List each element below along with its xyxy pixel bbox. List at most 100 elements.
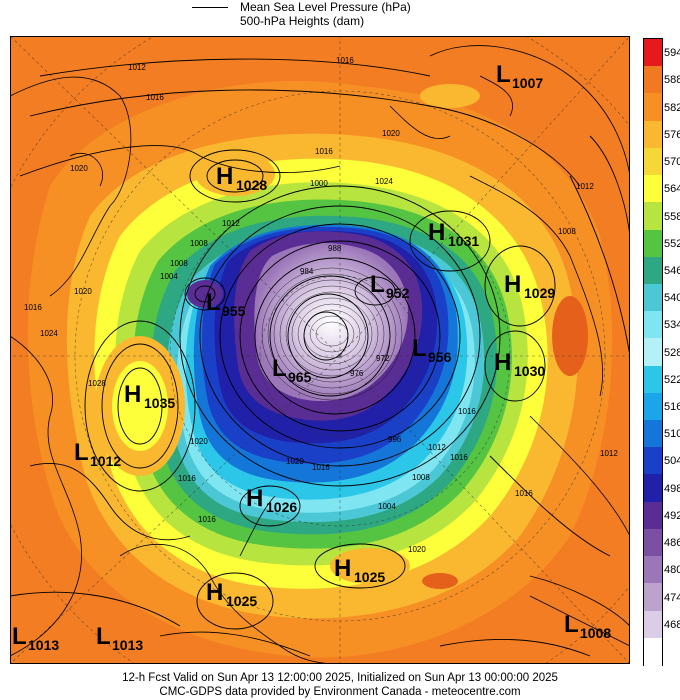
colorbar-cell: [644, 311, 662, 340]
isobar-label: 1012: [222, 219, 240, 228]
colorbar-cell: [644, 392, 662, 421]
colorbar-tick-label: 576: [664, 128, 680, 141]
colorbar-cell: [644, 583, 662, 612]
colorbar-cell: [644, 175, 662, 204]
isobar-label: 1016: [336, 56, 354, 65]
isobar-label: 1004: [378, 502, 396, 511]
centre-value: 1025: [226, 593, 257, 609]
centre-letter: H: [428, 219, 445, 246]
isobar-label: 1016: [146, 93, 164, 102]
isobar-label: 1012: [576, 182, 594, 191]
isobars: [10, 58, 630, 657]
pressure-centre: H 1026: [246, 485, 297, 515]
colorbar-tick-label: 582: [664, 101, 680, 114]
pressure-centre: H 1030: [494, 349, 545, 379]
colorbar-tick-label: 474: [664, 591, 680, 604]
colorbar-tick-label: 594: [664, 47, 680, 60]
centre-value: 1028: [236, 177, 267, 193]
centre-value: 1031: [448, 233, 479, 249]
colorbar-tick-label: 492: [664, 509, 680, 522]
colorbar-cell: [644, 256, 662, 285]
data-credit-text: CMC-GDPS data provided by Environment Ca…: [159, 686, 521, 698]
centre-letter: L: [564, 611, 579, 638]
colorbar-tick-label: 516: [664, 401, 680, 414]
colorbar-tick-label: 498: [664, 482, 680, 495]
isobar-label: 1016: [458, 407, 476, 416]
colorbar-cell: [644, 637, 662, 666]
isobar-label: 1020: [286, 457, 304, 466]
colorbar-cell: [644, 338, 662, 367]
colorbar-cell: [644, 283, 662, 312]
colorbar-cell: [644, 610, 662, 639]
pressure-centre: H 1031: [428, 219, 479, 249]
legend-heights-label: 500-hPa Heights (dam): [240, 14, 365, 28]
weather-map: 1012 1016 1016 1020 1012 1020 1016 1008 …: [10, 36, 630, 664]
colorbar-tick-label: 480: [664, 564, 680, 577]
centre-letter: L: [74, 439, 89, 466]
coastlines: [10, 45, 630, 664]
pressure-centre: L 955: [206, 289, 246, 319]
map-legend: Mean Sea Level Pressure (hPa) 500-hPa He…: [192, 0, 492, 30]
centre-value: 955: [222, 303, 246, 319]
isobar-label: 1020: [70, 164, 88, 173]
centre-value: 952: [386, 285, 410, 301]
colorbar-tick-label: 528: [664, 346, 680, 359]
colorbar-cell: [644, 229, 662, 258]
centre-value: 965: [288, 369, 312, 385]
isobar-label: 976: [350, 369, 364, 378]
field-blob-east: [552, 296, 588, 376]
centre-value: 1008: [580, 625, 611, 641]
isobar-labels: 1012 1016 1016 1020 1012 1020 1016 1008 …: [24, 56, 618, 554]
colorbar-cell: [644, 501, 662, 530]
centre-value: 1026: [266, 499, 297, 515]
pressure-centre: L 952: [370, 271, 410, 301]
colorbar-tick-label: 570: [664, 156, 680, 169]
isobar-label: 988: [328, 244, 342, 253]
colorbar-tick-label: 588: [664, 74, 680, 87]
centre-value: 1035: [144, 395, 175, 411]
colorbar-tick-label: 546: [664, 264, 680, 277]
isobar-label: 1016: [315, 147, 333, 156]
pressure-centre: H 1025: [206, 579, 257, 609]
isobar-label: 1004: [160, 272, 178, 281]
pressure-centre: H 1025: [334, 555, 385, 585]
pressure-centre: L 1013: [96, 623, 143, 653]
pressure-centre: L 1013: [12, 623, 59, 653]
colorbar-cell: [644, 66, 662, 95]
centre-value: 1029: [524, 285, 555, 301]
colorbar-tick-label: 534: [664, 319, 680, 332]
isobar-label: 1016: [198, 515, 216, 524]
field-blob-south: [330, 548, 410, 584]
isobar-label: 1016: [312, 463, 330, 472]
pressure-centre: L 1008: [564, 611, 611, 641]
colorbar-cell: [644, 447, 662, 476]
centre-letter: H: [494, 349, 511, 376]
colorbar-tick-label: 510: [664, 428, 680, 441]
isobar-label: 1020: [382, 129, 400, 138]
isobar-label: 1020: [74, 287, 92, 296]
legend-line-swatch: [192, 7, 228, 8]
field-low-west: [187, 280, 223, 308]
colorbar-tick-label: 558: [664, 210, 680, 223]
colorbar-tick-label: 522: [664, 373, 680, 386]
colorbar-tick-label: 486: [664, 537, 680, 550]
isobar-label: 984: [300, 267, 314, 276]
isobar-label: 1008: [412, 473, 430, 482]
isobar-label: 1016: [24, 303, 42, 312]
centre-letter: H: [504, 271, 521, 298]
centre-letter: H: [246, 485, 263, 512]
isobar-label: 1028: [88, 379, 106, 388]
colorbar-cell: [644, 528, 662, 557]
centre-letter: H: [206, 579, 223, 606]
centre-letter: L: [496, 61, 511, 88]
isobar-label: 1012: [428, 443, 446, 452]
pressure-centre: H 1028: [216, 163, 267, 193]
pressure-centre: L 1012: [74, 439, 121, 469]
map-footer: 12-h Fcst Valid on Sun Apr 13 12:00:00 2…: [0, 671, 680, 699]
pressure-centre: L 1007: [496, 61, 543, 91]
centre-letter: L: [206, 289, 221, 316]
isobar-label: 972: [376, 354, 390, 363]
forecast-valid-text: 12-h Fcst Valid on Sun Apr 13 12:00:00 2…: [122, 672, 558, 684]
colorbar-cell: [644, 147, 662, 176]
centre-letter: L: [272, 355, 287, 382]
